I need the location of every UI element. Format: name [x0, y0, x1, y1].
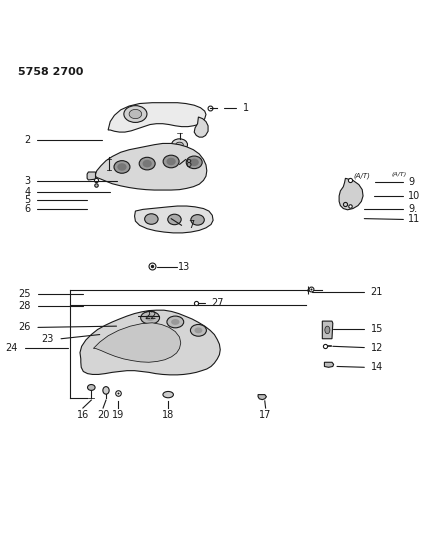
Ellipse shape	[145, 214, 158, 224]
Text: 18: 18	[162, 410, 174, 420]
Polygon shape	[95, 143, 207, 190]
Text: 26: 26	[18, 322, 30, 333]
Ellipse shape	[87, 384, 95, 390]
Text: 1: 1	[243, 103, 249, 113]
Ellipse shape	[141, 311, 160, 324]
Text: (A/T): (A/T)	[354, 173, 371, 180]
Ellipse shape	[190, 158, 199, 166]
Text: 12: 12	[371, 343, 383, 352]
Ellipse shape	[103, 386, 109, 394]
Ellipse shape	[167, 316, 184, 328]
Ellipse shape	[190, 325, 206, 336]
Text: 2: 2	[24, 135, 30, 146]
Ellipse shape	[194, 327, 202, 333]
Ellipse shape	[166, 158, 176, 165]
Text: 10: 10	[408, 191, 421, 201]
Ellipse shape	[143, 160, 152, 167]
Polygon shape	[324, 362, 334, 367]
Text: 27: 27	[211, 298, 223, 309]
Ellipse shape	[176, 142, 183, 147]
Text: 3: 3	[24, 176, 30, 186]
Text: 8: 8	[186, 159, 192, 169]
Ellipse shape	[146, 314, 155, 321]
Polygon shape	[87, 172, 95, 180]
Polygon shape	[80, 310, 220, 375]
Text: 19: 19	[112, 410, 124, 420]
Ellipse shape	[171, 319, 179, 325]
Ellipse shape	[191, 215, 204, 225]
Ellipse shape	[168, 214, 181, 225]
Polygon shape	[134, 206, 213, 233]
Ellipse shape	[139, 157, 155, 170]
Polygon shape	[194, 117, 208, 137]
Text: 20: 20	[97, 410, 109, 420]
Ellipse shape	[129, 109, 142, 119]
Text: 13: 13	[178, 262, 190, 271]
Text: 22: 22	[144, 311, 156, 321]
Polygon shape	[339, 179, 363, 210]
Text: 17: 17	[259, 410, 272, 420]
Text: 28: 28	[18, 301, 30, 311]
Ellipse shape	[117, 163, 127, 171]
Text: 16: 16	[77, 410, 89, 420]
Text: 14: 14	[371, 362, 383, 373]
Text: 11: 11	[408, 214, 421, 224]
Ellipse shape	[163, 155, 179, 168]
Polygon shape	[108, 103, 206, 132]
Text: 15: 15	[371, 324, 383, 334]
Text: 21: 21	[371, 287, 383, 297]
Text: 5758 2700: 5758 2700	[18, 67, 83, 77]
Ellipse shape	[163, 391, 173, 398]
Ellipse shape	[114, 160, 130, 173]
Polygon shape	[258, 394, 267, 400]
Polygon shape	[93, 323, 181, 362]
Ellipse shape	[325, 326, 330, 334]
Text: 6: 6	[24, 204, 30, 214]
Text: 9.: 9.	[408, 204, 418, 214]
Text: 7: 7	[188, 220, 194, 230]
Text: 9: 9	[408, 177, 415, 188]
Text: 23: 23	[41, 334, 54, 344]
Text: 25: 25	[18, 289, 30, 299]
Text: (A/T): (A/T)	[391, 172, 406, 176]
Ellipse shape	[124, 106, 147, 123]
Text: 24: 24	[6, 343, 18, 353]
Ellipse shape	[186, 156, 202, 168]
Ellipse shape	[172, 139, 187, 151]
Polygon shape	[322, 321, 333, 339]
Text: 4: 4	[24, 187, 30, 197]
Text: 5: 5	[24, 195, 30, 205]
